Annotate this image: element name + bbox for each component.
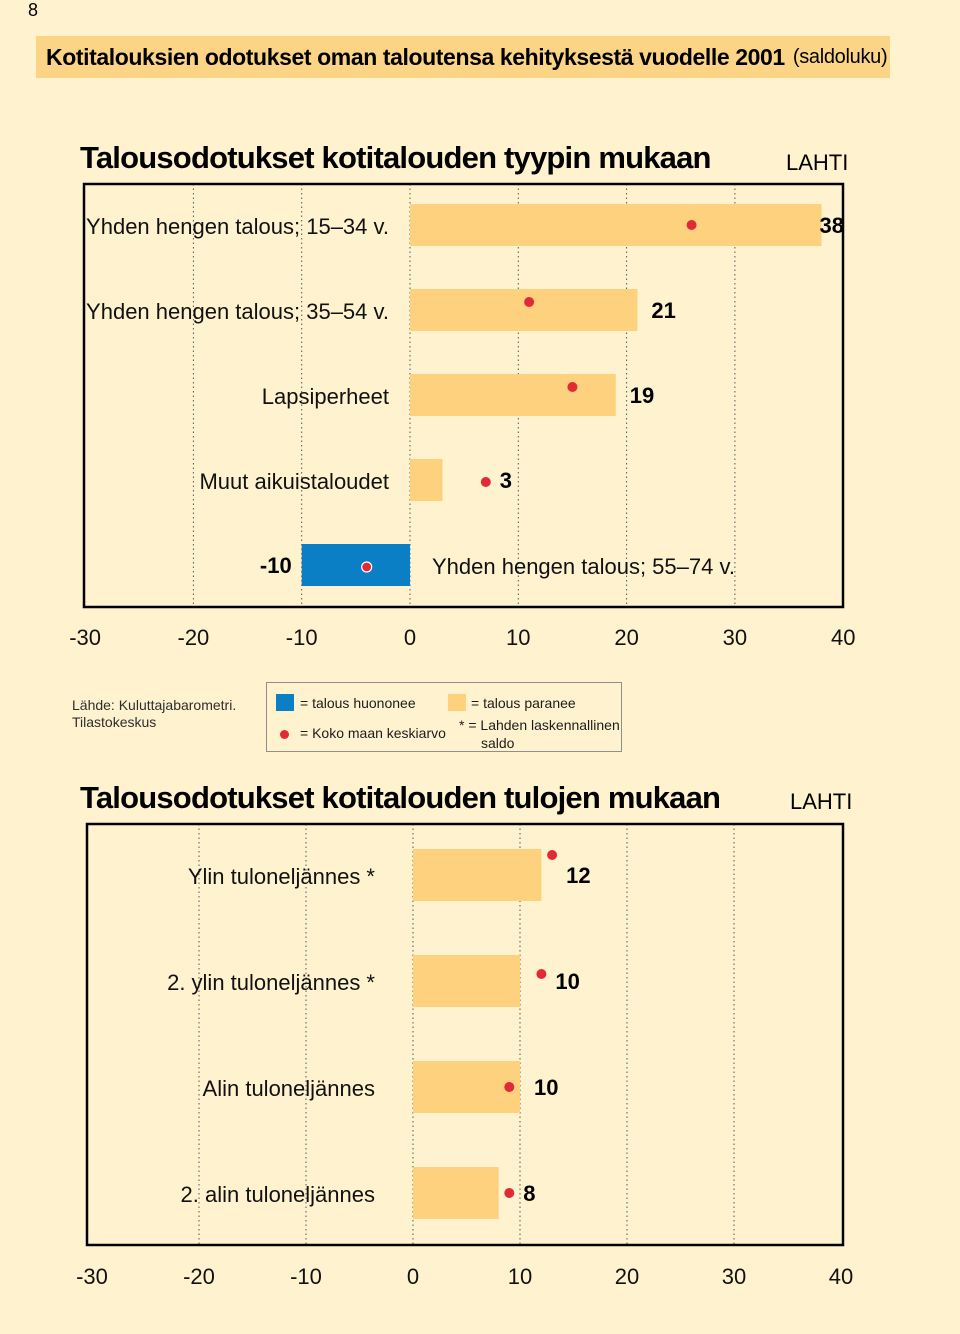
national-average-marker	[480, 477, 491, 487]
national-average-marker	[567, 382, 578, 392]
x-tick-label: 20	[615, 1264, 639, 1289]
bar	[410, 289, 638, 331]
x-tick-label: 30	[722, 1264, 746, 1289]
legend-marker-label: = Koko maan keskiarvo	[300, 725, 446, 741]
category-label: Ylin tuloneljännes *	[188, 864, 376, 889]
bar	[413, 1167, 499, 1219]
x-tick-label: -20	[183, 1264, 215, 1289]
x-tick-label: -30	[76, 1264, 108, 1289]
page-header-band: Kotitalouksien odotukset oman taloutensa…	[36, 36, 890, 78]
plot-frame	[85, 822, 845, 1247]
source-line-2: Tilastokeskus	[72, 714, 157, 730]
x-tick-label: 10	[508, 1264, 532, 1289]
legend-positive-label: = talous paranee	[471, 695, 576, 711]
x-tick-label: -30	[69, 625, 101, 650]
bar	[413, 1061, 520, 1113]
page-number: 8	[28, 0, 39, 20]
national-average-marker	[547, 850, 558, 860]
category-label: Yhden hengen talous; 55–74 v.	[432, 554, 735, 579]
chart1-title: Talousodotukset kotitalouden tyypin muka…	[80, 140, 711, 175]
national-average-marker	[524, 297, 535, 307]
bar	[410, 204, 822, 246]
legend-negative-swatch	[276, 694, 294, 711]
page-title: Kotitalouksien odotukset oman taloutensa…	[46, 43, 785, 70]
category-label: Yhden hengen talous; 35–54 v.	[86, 299, 389, 324]
value-label: 10	[534, 1075, 558, 1100]
bar	[413, 849, 542, 901]
national-average-marker	[361, 561, 373, 573]
x-tick-label: 0	[407, 1264, 419, 1289]
x-tick-label: 40	[831, 625, 855, 650]
legend-asterisk-label-2: saldo	[481, 735, 515, 751]
source-note: Lähde: Kuluttajabarometri. Tilastokeskus	[72, 697, 236, 731]
value-label: -10	[260, 553, 292, 578]
bar	[413, 955, 520, 1007]
x-tick-label: 10	[506, 625, 530, 650]
plot-frame	[82, 182, 845, 609]
x-tick-label: 0	[404, 625, 416, 650]
source-line-1: Lähde: Kuluttajabarometri.	[72, 697, 237, 713]
national-average-marker	[504, 1188, 515, 1198]
category-label: Alin tuloneljännes	[203, 1076, 375, 1101]
x-tick-label: 20	[614, 625, 638, 650]
value-label: 8	[523, 1181, 535, 1206]
x-tick-label: -10	[290, 1264, 322, 1289]
legend-negative-label: = talous huononee	[300, 695, 416, 711]
x-tick-label: -20	[178, 625, 210, 650]
value-label: 3	[500, 468, 512, 493]
chart2-title: Talousodotukset kotitalouden tulojen muk…	[80, 780, 721, 815]
value-label: 19	[630, 383, 654, 408]
category-label: 2. alin tuloneljännes	[181, 1182, 375, 1207]
category-label: Lapsiperheet	[262, 384, 389, 409]
bar	[410, 459, 443, 501]
national-average-marker	[536, 969, 547, 979]
x-tick-label: 40	[829, 1264, 853, 1289]
category-label: Muut aikuistaloudet	[199, 469, 389, 494]
national-average-marker	[686, 220, 697, 230]
value-label: 38	[820, 213, 844, 238]
bar	[301, 544, 410, 586]
x-tick-label: -10	[286, 625, 318, 650]
legend: = talous huononee = talous paranee = Kok…	[266, 682, 622, 752]
chart1-region-label: LAHTI	[786, 150, 849, 175]
category-label: 2. ylin tuloneljännes *	[167, 970, 375, 995]
value-label: 21	[651, 298, 675, 323]
legend-marker-dot	[280, 730, 289, 739]
page-title-unit: (saldoluku)	[792, 45, 888, 68]
legend-asterisk-label-1: * = Lahden laskennallinen	[459, 717, 620, 733]
x-tick-label: 30	[723, 625, 747, 650]
category-label: Yhden hengen talous; 15–34 v.	[86, 214, 389, 239]
value-label: 10	[555, 969, 579, 994]
chart1-plot: Yhden hengen talous; 15–34 v. 38 Yhden hen…	[69, 182, 855, 650]
legend-positive-swatch	[448, 694, 466, 711]
chart2-region-label: LAHTI	[790, 789, 853, 814]
bar	[410, 374, 616, 416]
value-label: 12	[566, 863, 590, 888]
national-average-marker	[504, 1082, 515, 1092]
